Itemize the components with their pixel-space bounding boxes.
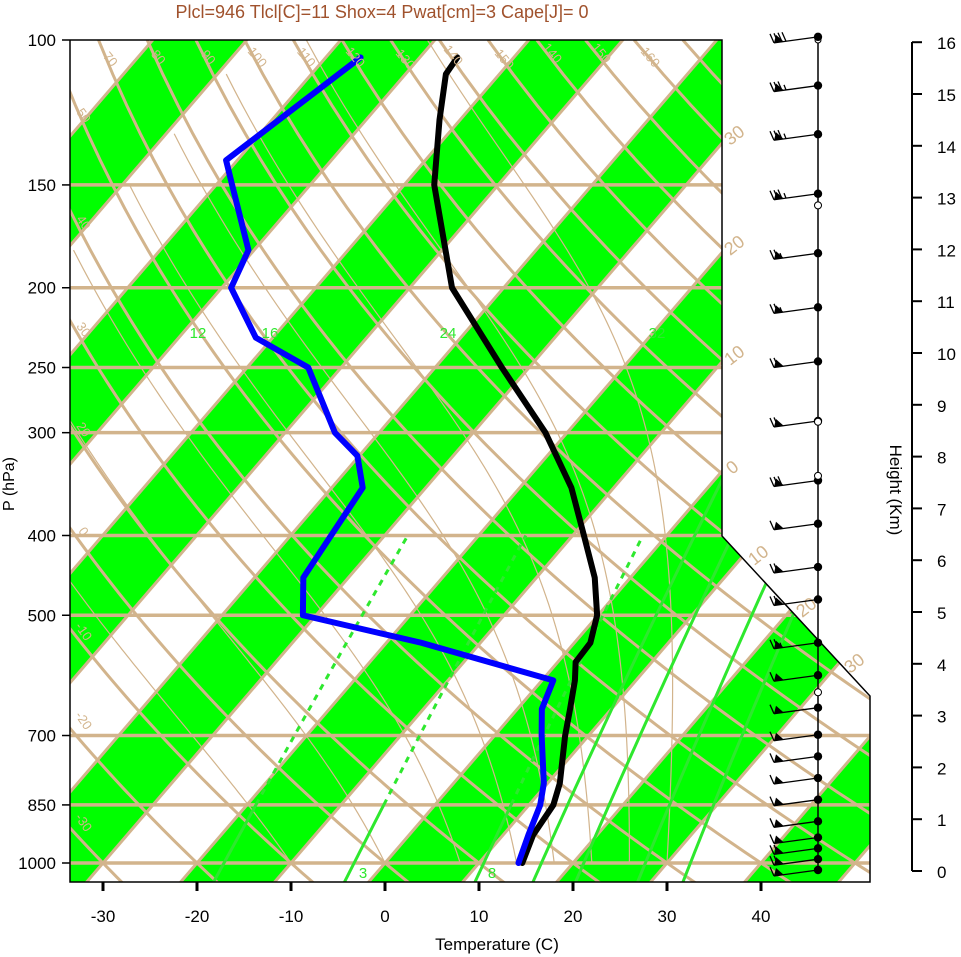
wind-barb-feather bbox=[770, 597, 774, 606]
wind-level-open-dot bbox=[815, 689, 822, 696]
moist-band bbox=[925, 0, 961, 891]
wind-barbs bbox=[770, 32, 822, 876]
mixing-ratio-label: 8 bbox=[488, 865, 496, 882]
wind-barb-feather bbox=[770, 83, 774, 92]
wind-barb-feather bbox=[770, 358, 774, 367]
height-tick-label: 14 bbox=[937, 138, 956, 157]
wind-level-open-dot bbox=[815, 202, 822, 209]
x-tick-label: 40 bbox=[752, 907, 771, 926]
wind-barb-feather bbox=[770, 564, 774, 573]
wind-barb-feather bbox=[770, 753, 774, 762]
x-tick-label: 30 bbox=[658, 907, 677, 926]
x-axis-label: Temperature (C) bbox=[435, 935, 559, 954]
wind-barb-head bbox=[774, 798, 784, 806]
y-tick-label: 400 bbox=[28, 526, 56, 545]
height-tick-label: 7 bbox=[937, 500, 946, 519]
wind-barb-feather bbox=[770, 818, 774, 827]
height-tick-label: 2 bbox=[937, 759, 946, 778]
x-tick-label: -30 bbox=[91, 907, 116, 926]
wind-barb-feather bbox=[770, 835, 774, 844]
y-tick-label: 300 bbox=[28, 424, 56, 443]
height-tick-label: 12 bbox=[937, 241, 956, 260]
mixing-ratio-label: 12 bbox=[190, 325, 207, 342]
y-axis-label: P (hPa) bbox=[1, 457, 18, 511]
wind-barb-feather bbox=[770, 477, 774, 486]
isotherm-label: 30 bbox=[720, 121, 748, 149]
height-tick-label: 11 bbox=[937, 293, 955, 312]
y-tick-label: 700 bbox=[28, 727, 56, 746]
height-tick-label: 16 bbox=[937, 34, 956, 53]
height-tick-label: 6 bbox=[937, 552, 946, 571]
y-tick-label: 500 bbox=[28, 606, 56, 625]
x-tick-label: -20 bbox=[185, 907, 210, 926]
isotherm-label: 30 bbox=[840, 649, 868, 677]
mixing-ratio-label: 3 bbox=[359, 865, 367, 882]
y-tick-label: 250 bbox=[28, 359, 56, 378]
height-tick-label: 5 bbox=[937, 604, 946, 623]
isotherm-label: 10 bbox=[720, 341, 748, 369]
y-tick-label: 1000 bbox=[18, 854, 56, 873]
wind-barb-feather bbox=[770, 34, 774, 43]
y-tick-label: 850 bbox=[28, 796, 56, 815]
wind-barb-feather bbox=[770, 521, 774, 530]
height-axis: 012345678910111213141516 bbox=[912, 34, 956, 882]
x-tick-label: -10 bbox=[279, 907, 304, 926]
wind-barb-feather bbox=[782, 32, 786, 41]
height-tick-label: 3 bbox=[937, 708, 946, 727]
wind-barb-head bbox=[774, 522, 784, 530]
mixing-ratio-label: 32 bbox=[649, 325, 666, 342]
wind-barb-half-feather bbox=[784, 193, 786, 198]
wind-level-open-dot bbox=[815, 418, 822, 425]
height-tick-label: 8 bbox=[937, 449, 946, 468]
isotherm-line bbox=[0, 0, 33, 891]
chart-title: Plcl=946 Tlcl[C]=11 Shox=4 Pwat[cm]=3 Ca… bbox=[175, 2, 588, 22]
height-tick-label: 1 bbox=[937, 811, 946, 830]
wind-barb-feather bbox=[770, 304, 774, 313]
isotherm-label: 0 bbox=[722, 456, 742, 478]
mixing-ratio-label: 16 bbox=[262, 325, 279, 342]
height-tick-label: 15 bbox=[937, 86, 956, 105]
height-tick-label: 9 bbox=[937, 397, 946, 416]
wind-barb-head bbox=[774, 819, 784, 827]
dry-adiabat-label: -20 bbox=[72, 708, 95, 732]
wind-barb-half-feather bbox=[784, 134, 786, 139]
isotherm-label: 20 bbox=[720, 231, 748, 259]
wind-barb-half-feather bbox=[784, 85, 786, 90]
x-tick-label: 10 bbox=[470, 907, 489, 926]
wind-barb-feather bbox=[770, 191, 774, 200]
wind-barb-head bbox=[774, 776, 784, 784]
y-tick-label: 200 bbox=[28, 279, 56, 298]
y-tick-label: 100 bbox=[28, 31, 56, 50]
wind-barb-feather bbox=[770, 250, 774, 259]
x-tick-label: 0 bbox=[380, 907, 389, 926]
wind-barb-feather bbox=[770, 131, 774, 140]
mixing-ratio-label: 24 bbox=[440, 325, 457, 342]
y-tick-label: 150 bbox=[28, 176, 56, 195]
wind-barb-feather bbox=[770, 418, 774, 427]
height-tick-label: 13 bbox=[937, 190, 956, 209]
height-tick-label: 10 bbox=[937, 345, 956, 364]
height-tick-label: 0 bbox=[937, 863, 946, 882]
x-tick-label: 20 bbox=[564, 907, 583, 926]
height-tick-label: 4 bbox=[937, 656, 946, 675]
height-axis-label: Height (Km) bbox=[886, 445, 905, 536]
wind-level-open-dot bbox=[815, 472, 822, 479]
wind-barb-feather bbox=[770, 775, 774, 784]
